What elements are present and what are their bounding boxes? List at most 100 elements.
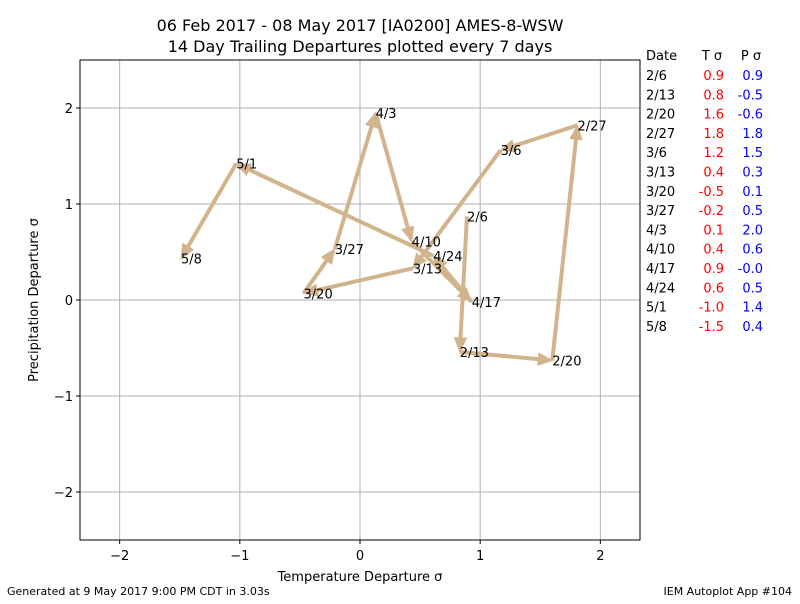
point-label: 4/10 (412, 235, 441, 250)
arrow-shaft (248, 167, 435, 258)
arrow-head (302, 283, 320, 297)
arrow-head (537, 352, 554, 366)
table-temp-sigma: 1.8 (703, 127, 724, 142)
arrow-shaft (332, 125, 374, 250)
table-row: 2/27 1.8 1.8 (646, 127, 763, 142)
point-label: 5/1 (236, 158, 257, 173)
table-temp-sigma: 0.4 (703, 166, 724, 181)
table-precip-sigma: 2.0 (742, 223, 763, 238)
point-label: 2/6 (467, 210, 488, 225)
table-temp-sigma: 0.4 (703, 243, 724, 258)
table-header: P σ (741, 49, 761, 64)
x-tick-label: 1 (476, 549, 484, 564)
departure-table: Date T σ P σ 2/6 0.9 0.9 2/13 0.8 -0.5 2/20 1.6 -0.… (646, 49, 763, 335)
table-temp-sigma: -0.2 (699, 204, 724, 219)
arrow-segment (459, 349, 554, 366)
arrow-shaft (550, 138, 579, 361)
table-precip-sigma: 1.8 (742, 127, 763, 142)
table-temp-sigma: 0.9 (703, 262, 724, 277)
generated-footer: Generated at 9 May 2017 9:00 PM CDT in 3… (7, 585, 270, 598)
x-axis: −2 −1 0 1 2 (110, 540, 604, 564)
table-date: 4/3 (646, 223, 667, 238)
arrow-shaft (419, 149, 503, 259)
arrow-head (569, 124, 583, 141)
table-precip-sigma: 0.6 (742, 243, 763, 258)
point-label: 2/20 (552, 354, 581, 369)
point-label: 3/20 (304, 287, 333, 302)
table-precip-sigma: 0.3 (742, 166, 763, 181)
point-label: 2/13 (460, 346, 489, 361)
table-row: 2/13 0.8 -0.5 (646, 88, 763, 103)
arrow-segment (432, 254, 474, 304)
table-temp-sigma: 0.8 (703, 88, 724, 103)
y-tick-label: 2 (65, 102, 73, 117)
arrow-segment (550, 124, 583, 361)
x-tick-label: 0 (356, 549, 364, 564)
table-date: 5/8 (646, 320, 667, 335)
table-row: 3/13 0.4 0.3 (646, 166, 763, 181)
arrow-shaft (458, 216, 469, 338)
arrow-shaft (459, 349, 539, 362)
arrow-head (432, 254, 448, 272)
table-temp-sigma: -1.0 (699, 301, 724, 316)
point-label: 4/17 (472, 296, 501, 311)
table-row: 2/6 0.9 0.9 (646, 69, 763, 84)
arrow-segment (180, 162, 238, 260)
point-label: 4/3 (376, 107, 397, 122)
arrow-shaft (186, 162, 238, 248)
table-precip-sigma: -0.0 (738, 262, 763, 277)
table-date: 2/13 (646, 88, 675, 103)
arrow-head (320, 248, 336, 265)
table-row: 5/1 -1.0 1.4 (646, 301, 763, 316)
table-date: 4/17 (646, 262, 675, 277)
app-footer: IEM Autoplot App #104 (664, 585, 793, 598)
x-tick-label: −1 (230, 549, 249, 564)
arrow-segment (373, 112, 415, 243)
y-tick-label: 1 (65, 198, 73, 213)
arrow-shaft (316, 266, 414, 293)
table-row: 3/20 -0.5 0.1 (646, 185, 763, 200)
table-date: 2/20 (646, 108, 675, 123)
point-labels: 2/6 2/13 2/20 2/27 3/6 3/13 3/20 3/27 4/3 4/10 4/1… (181, 107, 607, 370)
arrow-head (499, 139, 517, 153)
table-precip-sigma: 0.4 (742, 320, 763, 335)
table-precip-sigma: 0.5 (742, 204, 763, 219)
point-label: 4/24 (433, 250, 462, 265)
table-header: Date (646, 49, 677, 64)
y-axis-label: Precipitation Departure σ (27, 218, 42, 382)
table-temp-sigma: -0.5 (699, 185, 724, 200)
arrow-segment (499, 123, 579, 153)
point-label: 5/8 (181, 253, 202, 268)
table-row: 4/3 0.1 2.0 (646, 223, 763, 238)
table-precip-sigma: 0.9 (742, 69, 763, 84)
arrow-shaft (513, 123, 579, 148)
table-date: 3/6 (646, 146, 667, 161)
table-temp-sigma: 0.1 (703, 223, 724, 238)
y-tick-label: 0 (65, 294, 73, 309)
point-label: 3/27 (335, 243, 364, 258)
table-date: 2/27 (646, 127, 675, 142)
table-date: 3/20 (646, 185, 675, 200)
point-label: 2/27 (578, 119, 607, 134)
arrow-head (180, 242, 195, 260)
table-temp-sigma: 0.9 (703, 69, 724, 84)
table-row: 2/20 1.6 -0.6 (646, 108, 763, 123)
x-tick-label: 2 (596, 549, 604, 564)
arrow-shaft (440, 265, 474, 304)
arrow-shaft (301, 259, 329, 295)
chart-subtitle: 14 Day Trailing Departures plotted every… (168, 37, 553, 56)
arrow-head (412, 252, 427, 270)
arrow-head (453, 337, 468, 354)
table-row: 4/24 0.6 0.5 (646, 281, 763, 296)
x-axis-label: Temperature Departure σ (277, 570, 443, 585)
arrow-segment (412, 149, 503, 270)
table-precip-sigma: 0.1 (742, 185, 763, 200)
arrow-head (401, 225, 415, 243)
table-date: 3/27 (646, 204, 675, 219)
y-axis: −2 −1 0 1 2 (54, 102, 80, 501)
table-date: 5/1 (646, 301, 667, 316)
table-precip-sigma: 1.5 (742, 146, 763, 161)
table-date: 3/13 (646, 166, 675, 181)
table-row: 4/10 0.4 0.6 (646, 243, 763, 258)
